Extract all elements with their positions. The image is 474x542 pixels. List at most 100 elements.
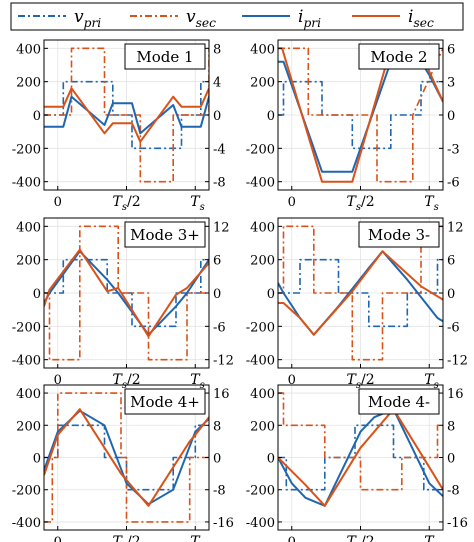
y2-tick-label: -8 (447, 484, 460, 499)
y-tick-label: -200 (12, 142, 41, 157)
y-tick-label: 0 (33, 287, 41, 302)
series-i-sec (278, 250, 443, 336)
series-v-sec (278, 225, 443, 361)
panel-6: 400 200 0 -200 -400 16 8 0 -8 -16 0 Ts/2 Ts Mode 4- (246, 384, 468, 542)
legend-label-i-sec: isec (408, 7, 434, 30)
y2-tick-label: 12 (447, 220, 464, 235)
mode-title: Mode 4- (358, 388, 440, 415)
mode-title-box (124, 221, 206, 248)
y2-tick-label: 12 (213, 220, 230, 235)
x-tick-label: 0 (54, 195, 62, 210)
x-tick-label: 0 (288, 195, 296, 210)
mode-title: Mode 3- (358, 221, 440, 248)
y-tick-label: 200 (16, 254, 41, 269)
y-tick-label: 400 (16, 42, 41, 57)
mode-title-box (124, 388, 206, 415)
series-v-sec (44, 392, 209, 523)
y-tick-label: -400 (246, 516, 275, 531)
y-tick-label: 400 (250, 387, 275, 402)
y2-tick-label: 0 (213, 109, 221, 124)
y2-tick-label: -12 (213, 354, 234, 369)
x-tick-label: Ts (190, 372, 205, 391)
y-tick-label: 400 (250, 42, 275, 57)
y-tick-label: 0 (267, 109, 275, 124)
mode-title: Mode 2 (358, 43, 440, 70)
y2-tick-label: -6 (447, 176, 460, 191)
mode-title-label: Mode 3+ (130, 226, 200, 244)
legend: vpri vsec ipri isec (10, 2, 464, 31)
y2-tick-label: 6 (213, 254, 221, 269)
y2-tick-label: -8 (213, 176, 226, 191)
series-i-sec (278, 408, 443, 507)
series-v-sec (278, 47, 443, 183)
series-i-pri (278, 408, 443, 507)
mode-title-label: Mode 3- (368, 226, 430, 244)
y2-tick-label: -6 (213, 320, 226, 335)
y2-tick-label: 0 (213, 287, 221, 302)
x-tick-label: Ts/2 (347, 194, 375, 213)
y-tick-label: 400 (16, 387, 41, 402)
x-tick-label: 0 (54, 373, 62, 388)
mode-title: Mode 1 (124, 43, 206, 70)
y-tick-label: 400 (250, 220, 275, 235)
y2-tick-label: -12 (447, 354, 468, 369)
legend-label-v-pri: vpri (74, 7, 101, 30)
y-tick-label: 200 (250, 254, 275, 269)
legend-item-i-pri: ipri (242, 7, 321, 30)
y2-tick-label: -16 (213, 516, 234, 531)
y2-tick-label: -16 (447, 516, 468, 531)
y2-tick-label: -3 (447, 142, 460, 157)
series-i-sec (44, 248, 209, 338)
mode-title-label: Mode 2 (370, 48, 427, 66)
series-group (44, 392, 209, 523)
series-v-pri (44, 80, 209, 150)
series-v-sec (278, 392, 443, 491)
series-group (278, 225, 443, 361)
y2-tick-label: -8 (213, 484, 226, 499)
y2-tick-label: 16 (213, 387, 230, 402)
y-tick-label: 400 (16, 220, 41, 235)
mode-title: Mode 3+ (124, 221, 206, 248)
panel-5: 400 200 0 -200 -400 16 8 0 -8 -16 0 Ts/2 Ts Mode 4+ (12, 384, 234, 542)
legend-item-v-pri: vpri (18, 7, 101, 30)
y2-tick-label: 3 (447, 76, 455, 91)
x-tick-label: Ts (424, 372, 439, 391)
y2-tick-label: -6 (447, 320, 460, 335)
series-i-pri (44, 409, 209, 506)
x-tick-label: Ts (190, 534, 205, 542)
y2-tick-label: 16 (447, 387, 464, 402)
y2-tick-label: 8 (213, 419, 221, 434)
y-tick-label: -400 (246, 176, 275, 191)
y-tick-label: 200 (16, 419, 41, 434)
y-tick-label: -200 (246, 320, 275, 335)
y2-tick-label: -4 (213, 142, 226, 157)
x-tick-label: Ts/2 (113, 194, 141, 213)
y-tick-label: -400 (12, 516, 41, 531)
y2-tick-label: 0 (447, 109, 455, 124)
y-tick-label: -200 (246, 484, 275, 499)
y-tick-label: -200 (12, 320, 41, 335)
series-i-sec (44, 408, 209, 507)
y2-tick-label: 8 (447, 419, 455, 434)
y2-tick-label: 8 (213, 42, 221, 57)
y2-tick-label: 0 (447, 287, 455, 302)
y-tick-label: 0 (267, 287, 275, 302)
y-tick-label: 200 (16, 76, 41, 91)
series-group (44, 47, 209, 183)
y-tick-label: -400 (12, 354, 41, 369)
y-tick-label: -400 (12, 176, 41, 191)
x-tick-label: 0 (288, 373, 296, 388)
series-i-pri (44, 95, 209, 135)
y-tick-label: 0 (33, 109, 41, 124)
x-tick-label: Ts (424, 194, 439, 213)
mode-title: Mode 4+ (124, 388, 206, 415)
mode-title-box (358, 388, 440, 415)
x-tick-label: Ts (190, 194, 205, 213)
x-tick-label: Ts/2 (113, 534, 141, 542)
series-v-pri (278, 80, 443, 150)
mode-title-box (358, 221, 440, 248)
mode-title-box (358, 43, 440, 70)
